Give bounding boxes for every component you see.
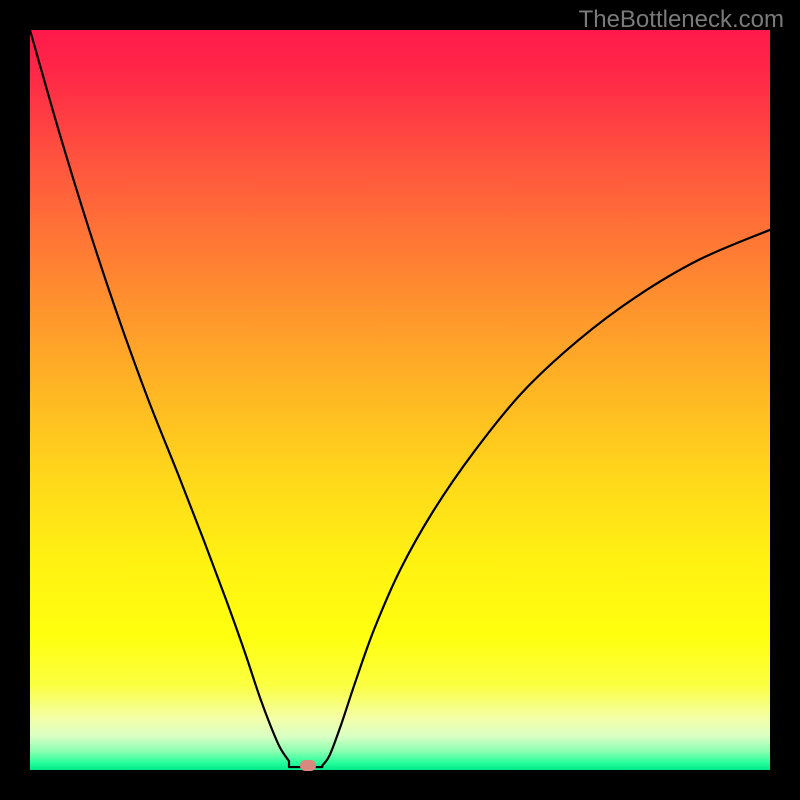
- watermark-text: TheBottleneck.com: [579, 6, 784, 34]
- optimum-marker: [300, 760, 316, 771]
- plot-background: [30, 30, 770, 770]
- chart-svg: [0, 0, 800, 800]
- chart-container: TheBottleneck.com: [0, 0, 800, 800]
